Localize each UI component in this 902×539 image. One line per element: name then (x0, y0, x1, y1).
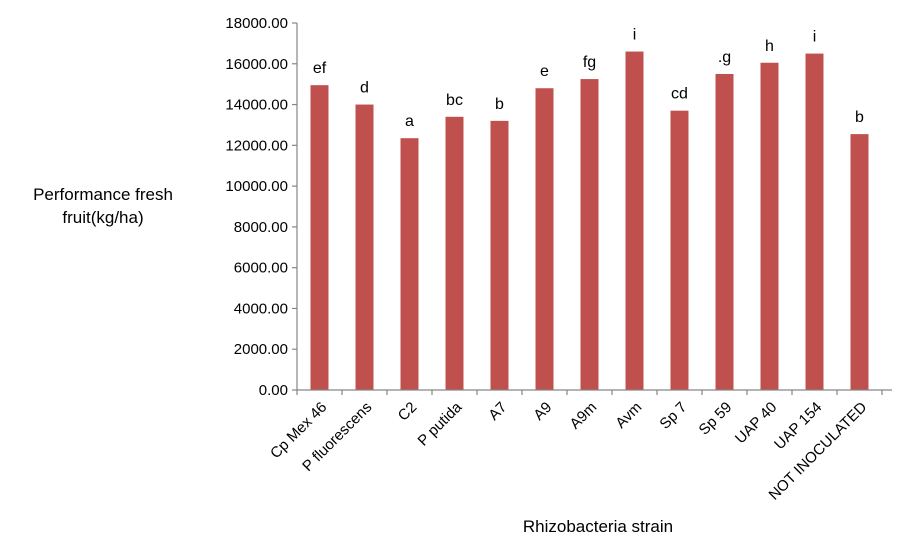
significance-letter: h (765, 38, 774, 55)
bar (670, 110, 689, 390)
y-tick-label: 18000.00 (225, 15, 288, 32)
y-tick-label: 2000.00 (234, 341, 288, 358)
bar (625, 51, 644, 391)
bar (400, 138, 419, 390)
significance-letter: bc (446, 92, 463, 109)
category-labels: Cp Mex 46P fluorescens C2P putida A7 A9 A9m A… (267, 398, 870, 503)
y-axis-ticks: 0.00 2000.00 4000.00 6000.00 8000.00 10000.00… (225, 15, 883, 399)
category-label: C2 (395, 399, 421, 425)
significance-letters: ef d a bc b e fg i cd .g h i b (313, 27, 864, 131)
significance-letter: b (855, 109, 864, 126)
y-tick-label: 0.00 (259, 382, 288, 399)
category-label: Sp 7 (656, 399, 690, 433)
y-tick-label: 16000.00 (225, 56, 288, 73)
significance-letter: ef (313, 60, 327, 77)
significance-letter: b (495, 96, 504, 113)
bar (445, 116, 464, 391)
significance-letter: e (540, 63, 549, 80)
category-label: A9 (530, 399, 555, 424)
bar (580, 79, 599, 390)
significance-letter: fg (583, 54, 596, 71)
category-label: Avm (612, 399, 645, 432)
bar (490, 120, 509, 390)
y-tick-label: 4000.00 (234, 300, 288, 317)
y-axis-title: Performance fresh fruit(kg/ha) (33, 185, 173, 227)
significance-letter: cd (671, 86, 688, 103)
significance-letter: a (405, 113, 414, 130)
y-tick-label: 14000.00 (225, 97, 288, 114)
y-tick-label: 8000.00 (234, 219, 288, 236)
y-tick-label: 10000.00 (225, 178, 288, 195)
y-axis-title-line-1: Performance fresh (33, 185, 173, 204)
axes (296, 23, 892, 391)
bar (310, 85, 329, 391)
bar (850, 134, 869, 390)
significance-letter: d (360, 80, 369, 97)
bar (805, 53, 824, 390)
category-label: A9m (566, 399, 600, 433)
bar (355, 104, 374, 391)
significance-letter: i (813, 29, 817, 46)
bar (535, 88, 554, 390)
bars (310, 51, 869, 391)
category-label: Sp 59 (696, 399, 736, 439)
significance-letter: .g (718, 49, 731, 66)
y-axis-title-line-2: fruit(kg/ha) (62, 208, 143, 227)
x-axis-title: Rhizobacteria strain (523, 517, 673, 536)
bar (715, 73, 734, 390)
category-label: A7 (485, 399, 510, 424)
y-tick-label: 6000.00 (234, 260, 288, 277)
category-label: P putida (415, 398, 466, 449)
bar (760, 62, 779, 391)
significance-letter: i (633, 27, 637, 44)
y-tick-label: 12000.00 (225, 137, 288, 154)
